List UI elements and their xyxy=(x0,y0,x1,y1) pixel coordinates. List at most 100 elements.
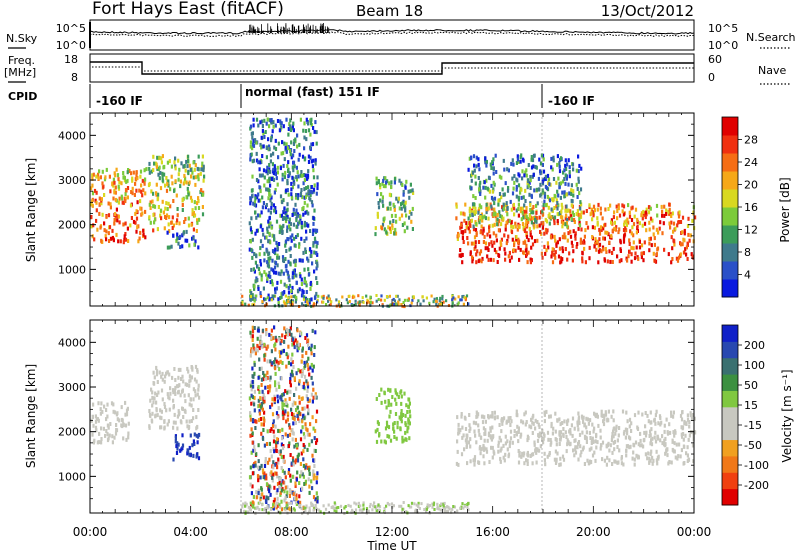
heatmap-cell xyxy=(379,183,382,187)
heatmap-cell xyxy=(244,504,247,508)
heatmap-cell xyxy=(576,187,579,191)
heatmap-cell xyxy=(99,225,102,230)
heatmap-cell xyxy=(290,508,293,512)
heatmap-cell xyxy=(381,181,384,186)
heatmap-cell xyxy=(428,503,431,507)
heatmap-cell xyxy=(486,254,489,259)
heatmap-cell xyxy=(293,376,296,381)
heatmap-cell xyxy=(175,193,178,198)
heatmap-cell xyxy=(268,270,271,275)
heatmap-cell xyxy=(406,429,409,434)
heatmap-cell xyxy=(106,402,109,407)
heatmap-cell xyxy=(492,166,495,171)
heatmap-cell xyxy=(90,199,94,204)
heatmap-cell xyxy=(383,390,386,395)
heatmap-cell xyxy=(527,238,530,243)
heatmap-cell xyxy=(296,405,299,410)
heatmap-cell xyxy=(563,194,566,199)
heatmap-cell xyxy=(512,186,515,191)
heatmap-cell xyxy=(377,201,380,205)
heatmap-cell xyxy=(303,200,306,205)
heatmap-cell xyxy=(163,405,167,409)
heatmap-cell xyxy=(94,425,98,430)
heatmap-cell xyxy=(529,203,532,207)
heatmap-cell xyxy=(546,241,549,246)
heatmap-cell xyxy=(392,422,395,427)
heatmap-cell xyxy=(257,478,260,483)
heatmap-cell xyxy=(561,205,564,210)
heatmap-cell xyxy=(596,220,599,225)
heatmap-cell xyxy=(633,462,636,467)
heatmap-cell xyxy=(612,434,615,439)
heatmap-cell xyxy=(619,240,622,245)
heatmap-cell xyxy=(628,210,631,215)
heatmap-cell xyxy=(283,141,286,146)
heatmap-cell xyxy=(466,461,469,466)
heatmap-cell xyxy=(118,220,121,225)
heatmap-cell xyxy=(151,390,154,395)
heatmap-cell xyxy=(293,393,296,397)
heatmap-cell xyxy=(625,223,628,228)
heatmap-cell xyxy=(484,185,487,190)
heatmap-cell xyxy=(558,182,561,187)
heatmap-cell xyxy=(304,250,307,254)
heatmap-cell xyxy=(498,423,501,427)
heatmap-cell xyxy=(251,366,254,371)
heatmap-cell xyxy=(504,227,507,232)
heatmap-cell xyxy=(274,210,278,215)
heatmap-cell xyxy=(152,154,155,159)
heatmap-cell xyxy=(291,337,294,342)
heatmap-cell xyxy=(526,452,529,457)
heatmap-cell xyxy=(496,217,499,222)
heatmap-cell xyxy=(173,188,176,193)
heatmap-cell xyxy=(407,404,410,409)
heatmap-cell xyxy=(268,484,271,489)
heatmap-cell xyxy=(270,118,273,122)
cpid-segment-2: normal (fast) 151 IF xyxy=(245,85,380,99)
heatmap-cell xyxy=(589,436,592,440)
heatmap-cell xyxy=(280,376,283,381)
heatmap-cell xyxy=(653,242,656,247)
heatmap-cell xyxy=(251,174,254,179)
heatmap-cell xyxy=(263,399,266,404)
heatmap-cell xyxy=(196,220,199,225)
heatmap-cell xyxy=(186,424,189,429)
heatmap-cell xyxy=(115,428,119,433)
heatmap-cell xyxy=(264,457,267,461)
heatmap-cell xyxy=(555,457,558,462)
heatmap-cell xyxy=(629,436,632,441)
colorbar-tick-label: 16 xyxy=(744,201,758,214)
heatmap-cell xyxy=(122,222,125,227)
heatmap-cell xyxy=(670,235,673,240)
heatmap-cell xyxy=(268,176,271,181)
heatmap-cell xyxy=(464,296,467,300)
heatmap-cell xyxy=(374,429,377,434)
heatmap-cell xyxy=(516,154,519,159)
heatmap-cell xyxy=(385,230,388,235)
heatmap-cell xyxy=(556,201,559,205)
heatmap-cell xyxy=(259,198,262,203)
heatmap-cell xyxy=(419,302,422,306)
heatmap-cell xyxy=(100,201,103,206)
heatmap-cell xyxy=(521,222,525,226)
heatmap-cell xyxy=(530,258,533,263)
heatmap-cell xyxy=(556,206,559,211)
heatmap-cell xyxy=(506,439,509,444)
heatmap-cell xyxy=(539,444,542,449)
heatmap-cell xyxy=(494,153,497,158)
heatmap-cell xyxy=(345,298,348,302)
heatmap-cell xyxy=(644,215,647,220)
heatmap-cell xyxy=(620,456,623,461)
heatmap-cell xyxy=(596,239,599,244)
heatmap-cell xyxy=(467,241,470,246)
heatmap-cell xyxy=(279,505,282,509)
heatmap-cell xyxy=(294,202,297,207)
heatmap-cell xyxy=(276,437,279,442)
heatmap-cell xyxy=(526,438,529,443)
heatmap-cell xyxy=(385,420,389,425)
heatmap-cell xyxy=(165,213,169,218)
heatmap-cell xyxy=(253,448,257,453)
heatmap-cell xyxy=(281,140,284,145)
heatmap-cell xyxy=(269,159,272,164)
heatmap-cell xyxy=(559,437,562,442)
